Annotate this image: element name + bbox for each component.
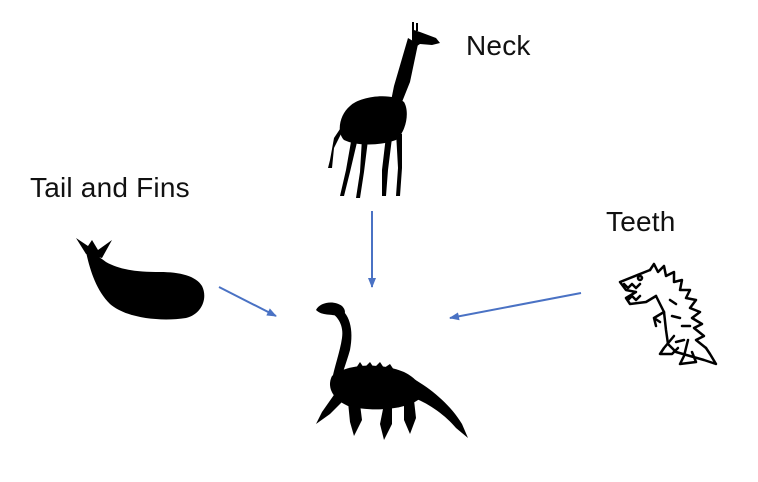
whale-icon bbox=[76, 238, 205, 320]
dinosaur-icon bbox=[618, 262, 718, 366]
giraffe-icon bbox=[328, 22, 440, 198]
label-neck: Neck bbox=[466, 30, 531, 61]
arrow-teeth bbox=[449, 292, 582, 321]
label-tail-and-fins: Tail and Fins bbox=[30, 172, 190, 203]
arrow-tail-and-fins bbox=[218, 286, 277, 317]
label-teeth: Teeth bbox=[606, 206, 676, 237]
plesiosaur-icon bbox=[316, 302, 468, 440]
